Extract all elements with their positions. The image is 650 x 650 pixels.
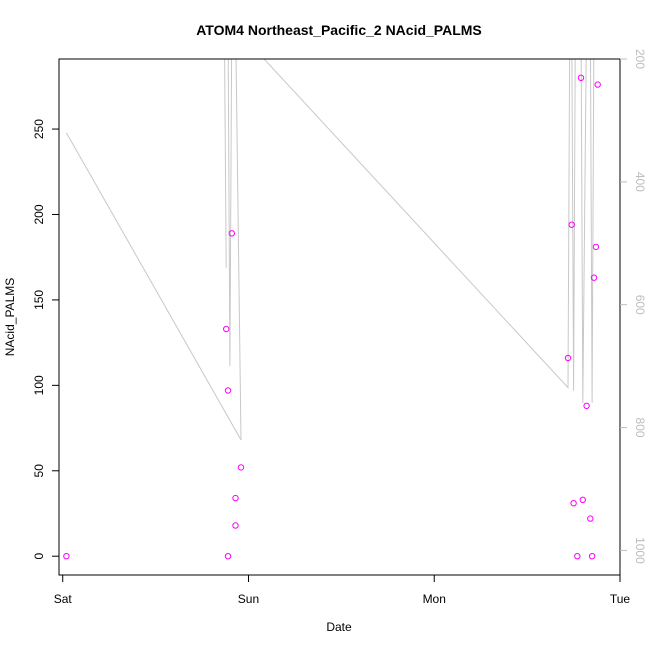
data-point: [224, 553, 232, 560]
y-axis: 0 50 100 150 200 250: [32, 119, 59, 560]
x-axis-label: Date: [326, 620, 352, 634]
x-axis: Sat Sun Mon Tue: [54, 575, 631, 606]
y2-tick-label: 1000: [633, 537, 647, 564]
x-tick-label: Mon: [423, 592, 446, 606]
data-point: [237, 464, 245, 471]
secondary-y-axis: 200 400 600 800 1000: [620, 49, 647, 564]
data-point: [63, 553, 70, 560]
data-points: [63, 74, 601, 560]
y-tick-label: 50: [32, 464, 46, 478]
data-point: [577, 74, 585, 82]
y-tick-label: 0: [32, 553, 46, 560]
chart-title: ATOM4 Northeast_Pacific_2 NAcid_PALMS: [196, 22, 482, 38]
y2-tick-label: 800: [633, 418, 647, 438]
x-tick-label: Sat: [54, 592, 73, 606]
data-point: [583, 402, 590, 409]
data-point: [588, 553, 596, 560]
data-point: [570, 500, 577, 507]
data-point: [592, 243, 600, 251]
data-point: [228, 230, 236, 237]
data-point: [590, 274, 598, 281]
secondary-axis: [65, 59, 595, 441]
y-tick-label: 200: [32, 204, 46, 224]
data-point: [223, 325, 230, 333]
y2-tick-label: 400: [633, 172, 647, 192]
x-tick-label: Sun: [238, 592, 259, 606]
plot-frame: [58, 58, 621, 576]
y-tick-label: 150: [32, 290, 46, 310]
y2-tick-label: 200: [633, 49, 647, 69]
data-point: [587, 515, 594, 522]
data-point: [224, 387, 232, 394]
data-point: [594, 81, 601, 88]
y-tick-label: 250: [32, 119, 46, 139]
x-tick-label: Tue: [610, 592, 631, 606]
y-tick-label: 100: [32, 375, 46, 395]
data-point: [232, 522, 239, 529]
data-point: [232, 494, 239, 502]
secondary-series-line: [65, 59, 595, 441]
y2-tick-label: 600: [633, 295, 647, 315]
data-point: [568, 221, 575, 228]
data-point: [579, 496, 586, 503]
data-point: [574, 553, 581, 560]
y-axis-label: NAcid_PALMS: [3, 278, 17, 356]
data-point: [564, 354, 572, 362]
